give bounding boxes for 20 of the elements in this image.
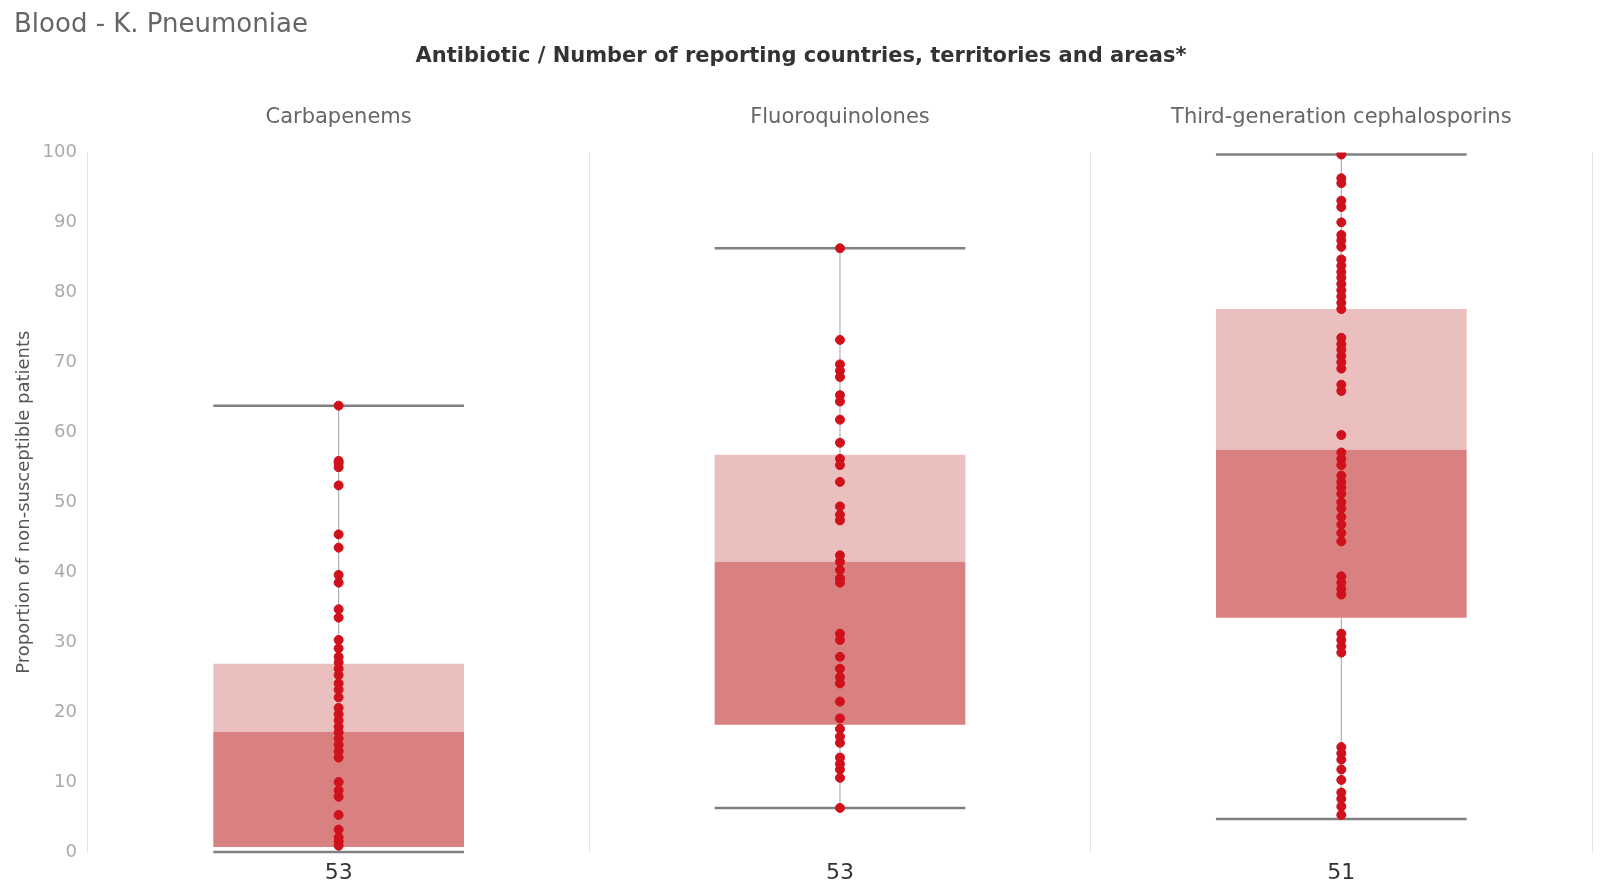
x-tick-label: Carbapenems	[265, 104, 412, 129]
y-tick-label: 90	[54, 210, 77, 232]
chart-subtitle: Antibiotic / Number of reporting countries, territories and areas*	[415, 43, 1187, 68]
y-tick-label: 100	[42, 140, 77, 162]
y-tick-label: 10	[54, 769, 77, 791]
y-tick-label: 70	[54, 349, 77, 371]
y-tick-label: 30	[54, 629, 77, 651]
chart-title: Blood - K. Pneumoniae	[14, 8, 308, 38]
y-tick-label: 60	[54, 419, 77, 441]
x-tick-label: Third-generation cephalosporins	[1170, 104, 1512, 129]
y-tick-label: 80	[54, 279, 77, 301]
y-axis-title: Proportion of non-susceptible patients	[12, 330, 34, 674]
y-tick-label: 0	[65, 839, 77, 861]
text: 53	[825, 858, 854, 884]
y-tick-label: 20	[54, 699, 77, 721]
y-tick-label: 50	[54, 489, 77, 511]
text: 53	[324, 858, 353, 884]
x-tick-label: Fluoroquinolones	[750, 104, 930, 129]
text: 51	[1327, 858, 1356, 884]
y-tick-label: 40	[54, 559, 77, 581]
